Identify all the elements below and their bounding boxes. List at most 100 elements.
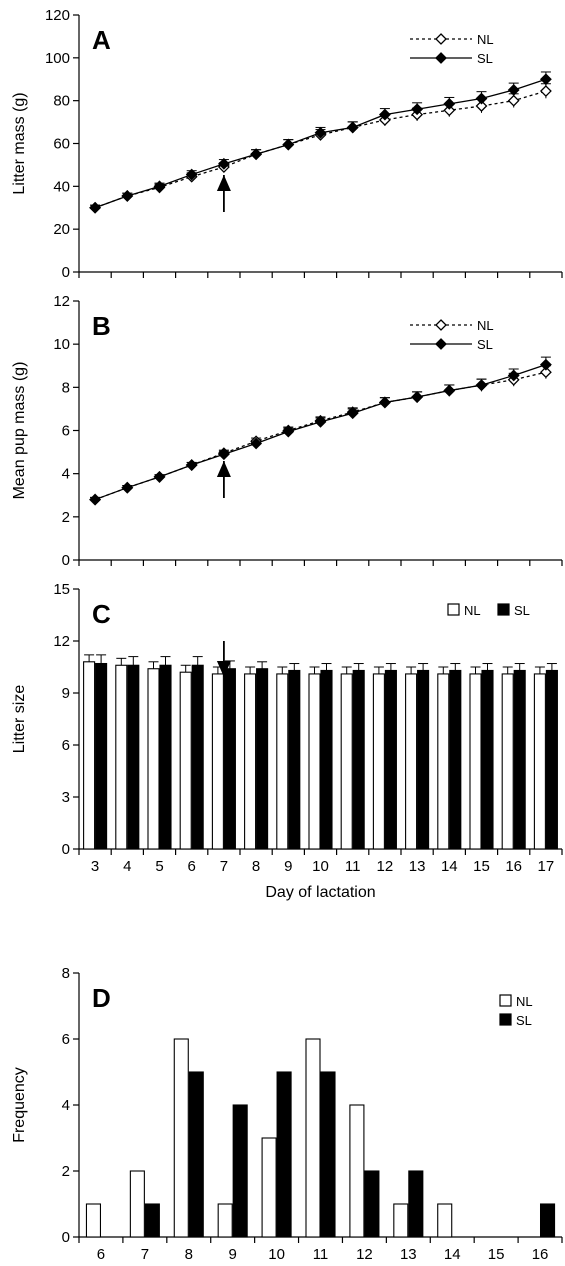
legend-swatch-nl [499, 994, 512, 1007]
x-tick-label: 10 [312, 858, 329, 875]
bar-nl [405, 673, 418, 850]
x-tick-label: 8 [252, 858, 260, 875]
bar-sl [276, 1071, 292, 1238]
legend-label-sl: SL [477, 51, 493, 66]
bar-nl [244, 673, 257, 850]
x-tick-label: 16 [505, 858, 522, 875]
y-tick-label: 0 [62, 1229, 70, 1246]
bar-nl [372, 673, 385, 850]
y-tick-label: 120 [45, 7, 70, 24]
bar-sl [127, 664, 140, 850]
legend-swatch-sl [497, 603, 510, 616]
bar-sl [545, 669, 558, 850]
legend-label-sl: SL [477, 337, 493, 352]
bar-sl [191, 664, 204, 850]
data-point-nl [475, 100, 488, 112]
legend-marker-sl [435, 338, 447, 350]
y-tick-label: 2 [62, 1163, 70, 1180]
y-tick-label: 8 [62, 965, 70, 982]
x-tick-label: 13 [409, 858, 426, 875]
bar-nl [211, 673, 224, 850]
bar-nl [340, 673, 353, 850]
x-tick-label: 3 [91, 858, 99, 875]
bar-sl [384, 669, 397, 850]
data-point-nl [507, 94, 520, 107]
bar-sl [513, 669, 526, 850]
legend-label-nl: NL [464, 603, 481, 618]
x-tick-label: 17 [538, 858, 555, 875]
data-point-sl [378, 108, 391, 121]
data-point-sl [411, 391, 424, 403]
data-point-sl [153, 470, 166, 483]
data-point-sl [346, 121, 359, 134]
bar-nl [179, 671, 192, 850]
bar-nl [308, 673, 321, 850]
y-tick-label: 6 [62, 423, 70, 440]
series-line-nl [94, 90, 547, 209]
x-tick-label: 5 [155, 858, 163, 875]
legend-label-nl: NL [477, 318, 494, 333]
x-tick-label: 6 [97, 1246, 105, 1263]
bar-sl [539, 1203, 556, 1238]
data-point-sl [475, 379, 488, 392]
bar-nl [393, 1203, 409, 1238]
y-tick-label: 9 [62, 685, 70, 702]
bar-sl [256, 668, 269, 850]
x-tick-label: 16 [532, 1246, 549, 1263]
bar-nl [147, 668, 160, 850]
x-tick-label: 7 [141, 1246, 149, 1263]
bar-sl [364, 1170, 380, 1238]
y-tick-label: 12 [53, 293, 70, 310]
bar-sl [144, 1203, 160, 1238]
bar-nl [349, 1104, 365, 1238]
arrow-marker-head [216, 661, 231, 677]
bar-sl [223, 668, 236, 850]
x-tick-label: 4 [123, 858, 131, 875]
bar-nl [437, 1203, 453, 1238]
bar-nl [437, 673, 450, 850]
bar-nl [469, 673, 482, 850]
data-point-sl [250, 437, 263, 450]
bar-nl [533, 673, 546, 850]
bar-nl [173, 1038, 189, 1238]
y-axis-label: Mean pup mass (g) [11, 362, 28, 500]
legend-swatch-sl [499, 1013, 512, 1026]
bar-nl [83, 661, 96, 850]
bar-nl [115, 664, 128, 850]
y-tick-label: 4 [62, 466, 70, 483]
x-tick-label: 7 [220, 858, 228, 875]
x-tick-label: 14 [441, 858, 458, 875]
bar-nl [85, 1203, 102, 1238]
panel-letter: A [92, 25, 111, 55]
legend-marker-nl [435, 319, 447, 331]
data-point-sl [121, 481, 134, 494]
data-point-nl [443, 104, 456, 117]
data-point-sl [539, 358, 552, 371]
bar-sl [352, 669, 365, 850]
data-point-sl [346, 407, 359, 420]
data-point-sl [314, 415, 327, 428]
x-tick-label: 13 [400, 1246, 417, 1263]
legend-label-nl: NL [477, 32, 494, 47]
data-point-sl [443, 97, 456, 110]
data-point-sl [250, 148, 263, 161]
x-tick-label: 15 [473, 858, 490, 875]
bar-sl [288, 669, 301, 850]
x-tick-label: 11 [313, 1246, 329, 1263]
bar-nl [217, 1203, 233, 1238]
data-point-sl [89, 493, 102, 506]
legend-label-sl: SL [514, 603, 530, 618]
bar-sl [95, 662, 108, 850]
y-tick-label: 100 [45, 50, 70, 67]
y-tick-label: 80 [53, 93, 70, 110]
data-point-sl [185, 168, 198, 181]
y-tick-label: 2 [62, 509, 70, 526]
y-tick-label: 3 [62, 789, 70, 806]
data-point-sl [507, 84, 520, 96]
bar-nl [276, 673, 289, 850]
arrow-marker-head [216, 175, 231, 191]
x-axis-label: Day of lactation [265, 884, 375, 901]
panel-letter: B [92, 311, 111, 341]
panel-letter: D [92, 983, 111, 1013]
